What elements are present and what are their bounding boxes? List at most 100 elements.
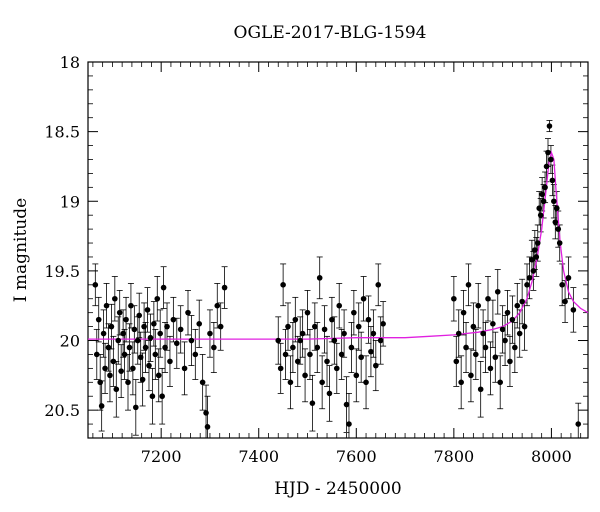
data-point xyxy=(173,340,180,347)
data-point xyxy=(546,123,553,129)
data-point xyxy=(463,344,469,351)
data-point xyxy=(147,334,154,341)
data-point xyxy=(519,298,525,305)
data-point xyxy=(277,365,284,372)
data-point xyxy=(473,351,479,358)
data-point xyxy=(480,330,486,337)
data-point xyxy=(355,323,362,330)
error-bars xyxy=(92,120,582,438)
data-point xyxy=(93,351,100,358)
data-point xyxy=(95,316,102,323)
data-point xyxy=(285,323,291,330)
model-curve xyxy=(88,150,589,340)
data-point xyxy=(460,309,467,316)
data-point xyxy=(487,365,494,372)
data-point xyxy=(294,358,301,365)
data-point xyxy=(329,316,335,323)
data-point xyxy=(282,351,289,358)
data-point xyxy=(196,321,203,327)
data-point xyxy=(326,390,333,397)
data-point xyxy=(539,191,545,198)
data-point xyxy=(280,282,286,288)
data-point xyxy=(134,337,141,344)
data-point xyxy=(123,316,129,323)
data-point xyxy=(131,326,138,333)
data-point xyxy=(537,212,544,218)
data-point xyxy=(159,393,165,400)
data-point xyxy=(453,358,460,365)
data-point xyxy=(217,323,224,330)
data-point xyxy=(526,275,533,281)
data-point xyxy=(549,177,556,184)
data-point xyxy=(351,309,357,316)
data-point xyxy=(164,323,170,330)
data-point xyxy=(188,337,195,344)
data-point xyxy=(309,400,316,406)
data-point xyxy=(113,386,120,393)
data-point xyxy=(316,275,323,281)
data-point xyxy=(540,198,547,205)
data-point xyxy=(149,393,156,400)
data-point xyxy=(304,309,311,316)
data-point xyxy=(358,354,364,361)
data-point xyxy=(497,379,503,386)
data-point xyxy=(275,337,282,344)
data-point xyxy=(214,302,221,309)
data-point xyxy=(516,330,523,337)
data-point xyxy=(314,344,321,351)
x-tick-label: 8000 xyxy=(531,447,572,466)
data-point xyxy=(139,376,146,383)
data-point xyxy=(360,295,367,302)
data-point xyxy=(97,379,103,386)
x-tick-label: 7800 xyxy=(433,447,474,466)
data-point xyxy=(375,282,382,288)
data-point xyxy=(458,379,464,386)
data-point xyxy=(100,330,107,337)
data-point xyxy=(112,295,118,302)
data-point xyxy=(570,307,577,313)
data-point xyxy=(534,240,541,246)
data-point xyxy=(130,365,136,372)
data-point xyxy=(299,330,306,337)
data-point xyxy=(203,410,209,416)
data-point xyxy=(136,312,143,319)
y-tick-label: 19 xyxy=(60,192,80,211)
data-point xyxy=(341,330,347,337)
data-point xyxy=(290,344,296,351)
data-point xyxy=(116,309,123,316)
data-point xyxy=(346,421,352,427)
data-point xyxy=(499,326,506,333)
data-point xyxy=(504,309,511,316)
x-tick-label: 7600 xyxy=(336,447,377,466)
data-point xyxy=(331,337,338,344)
data-point xyxy=(545,149,551,156)
data-point xyxy=(468,372,474,379)
data-point xyxy=(160,284,167,291)
data-point xyxy=(121,351,128,358)
chart-title: OGLE-2017-BLG-1594 xyxy=(234,23,427,43)
data-point xyxy=(152,351,159,358)
data-point xyxy=(110,358,117,365)
data-point xyxy=(151,321,157,327)
data-point xyxy=(181,365,188,372)
data-point xyxy=(365,316,372,323)
data-points xyxy=(92,123,582,430)
data-point xyxy=(162,344,168,351)
data-point xyxy=(477,386,484,393)
data-point xyxy=(575,421,582,427)
data-point xyxy=(338,351,345,358)
data-point xyxy=(92,282,99,288)
data-point xyxy=(368,348,374,355)
data-point xyxy=(559,282,565,288)
data-point xyxy=(155,372,162,379)
data-point xyxy=(490,321,496,327)
data-point xyxy=(107,372,113,379)
data-point xyxy=(126,344,133,351)
x-tick-label: 7200 xyxy=(141,447,182,466)
data-point xyxy=(319,379,325,386)
y-axis-label: I magnitude xyxy=(11,198,31,302)
data-point xyxy=(157,330,163,337)
data-point xyxy=(532,247,538,253)
axis-tick-labels: 7200 7400 7600 7800 8000 18 18.5 19 19.5 20 20.5 xyxy=(44,53,571,466)
